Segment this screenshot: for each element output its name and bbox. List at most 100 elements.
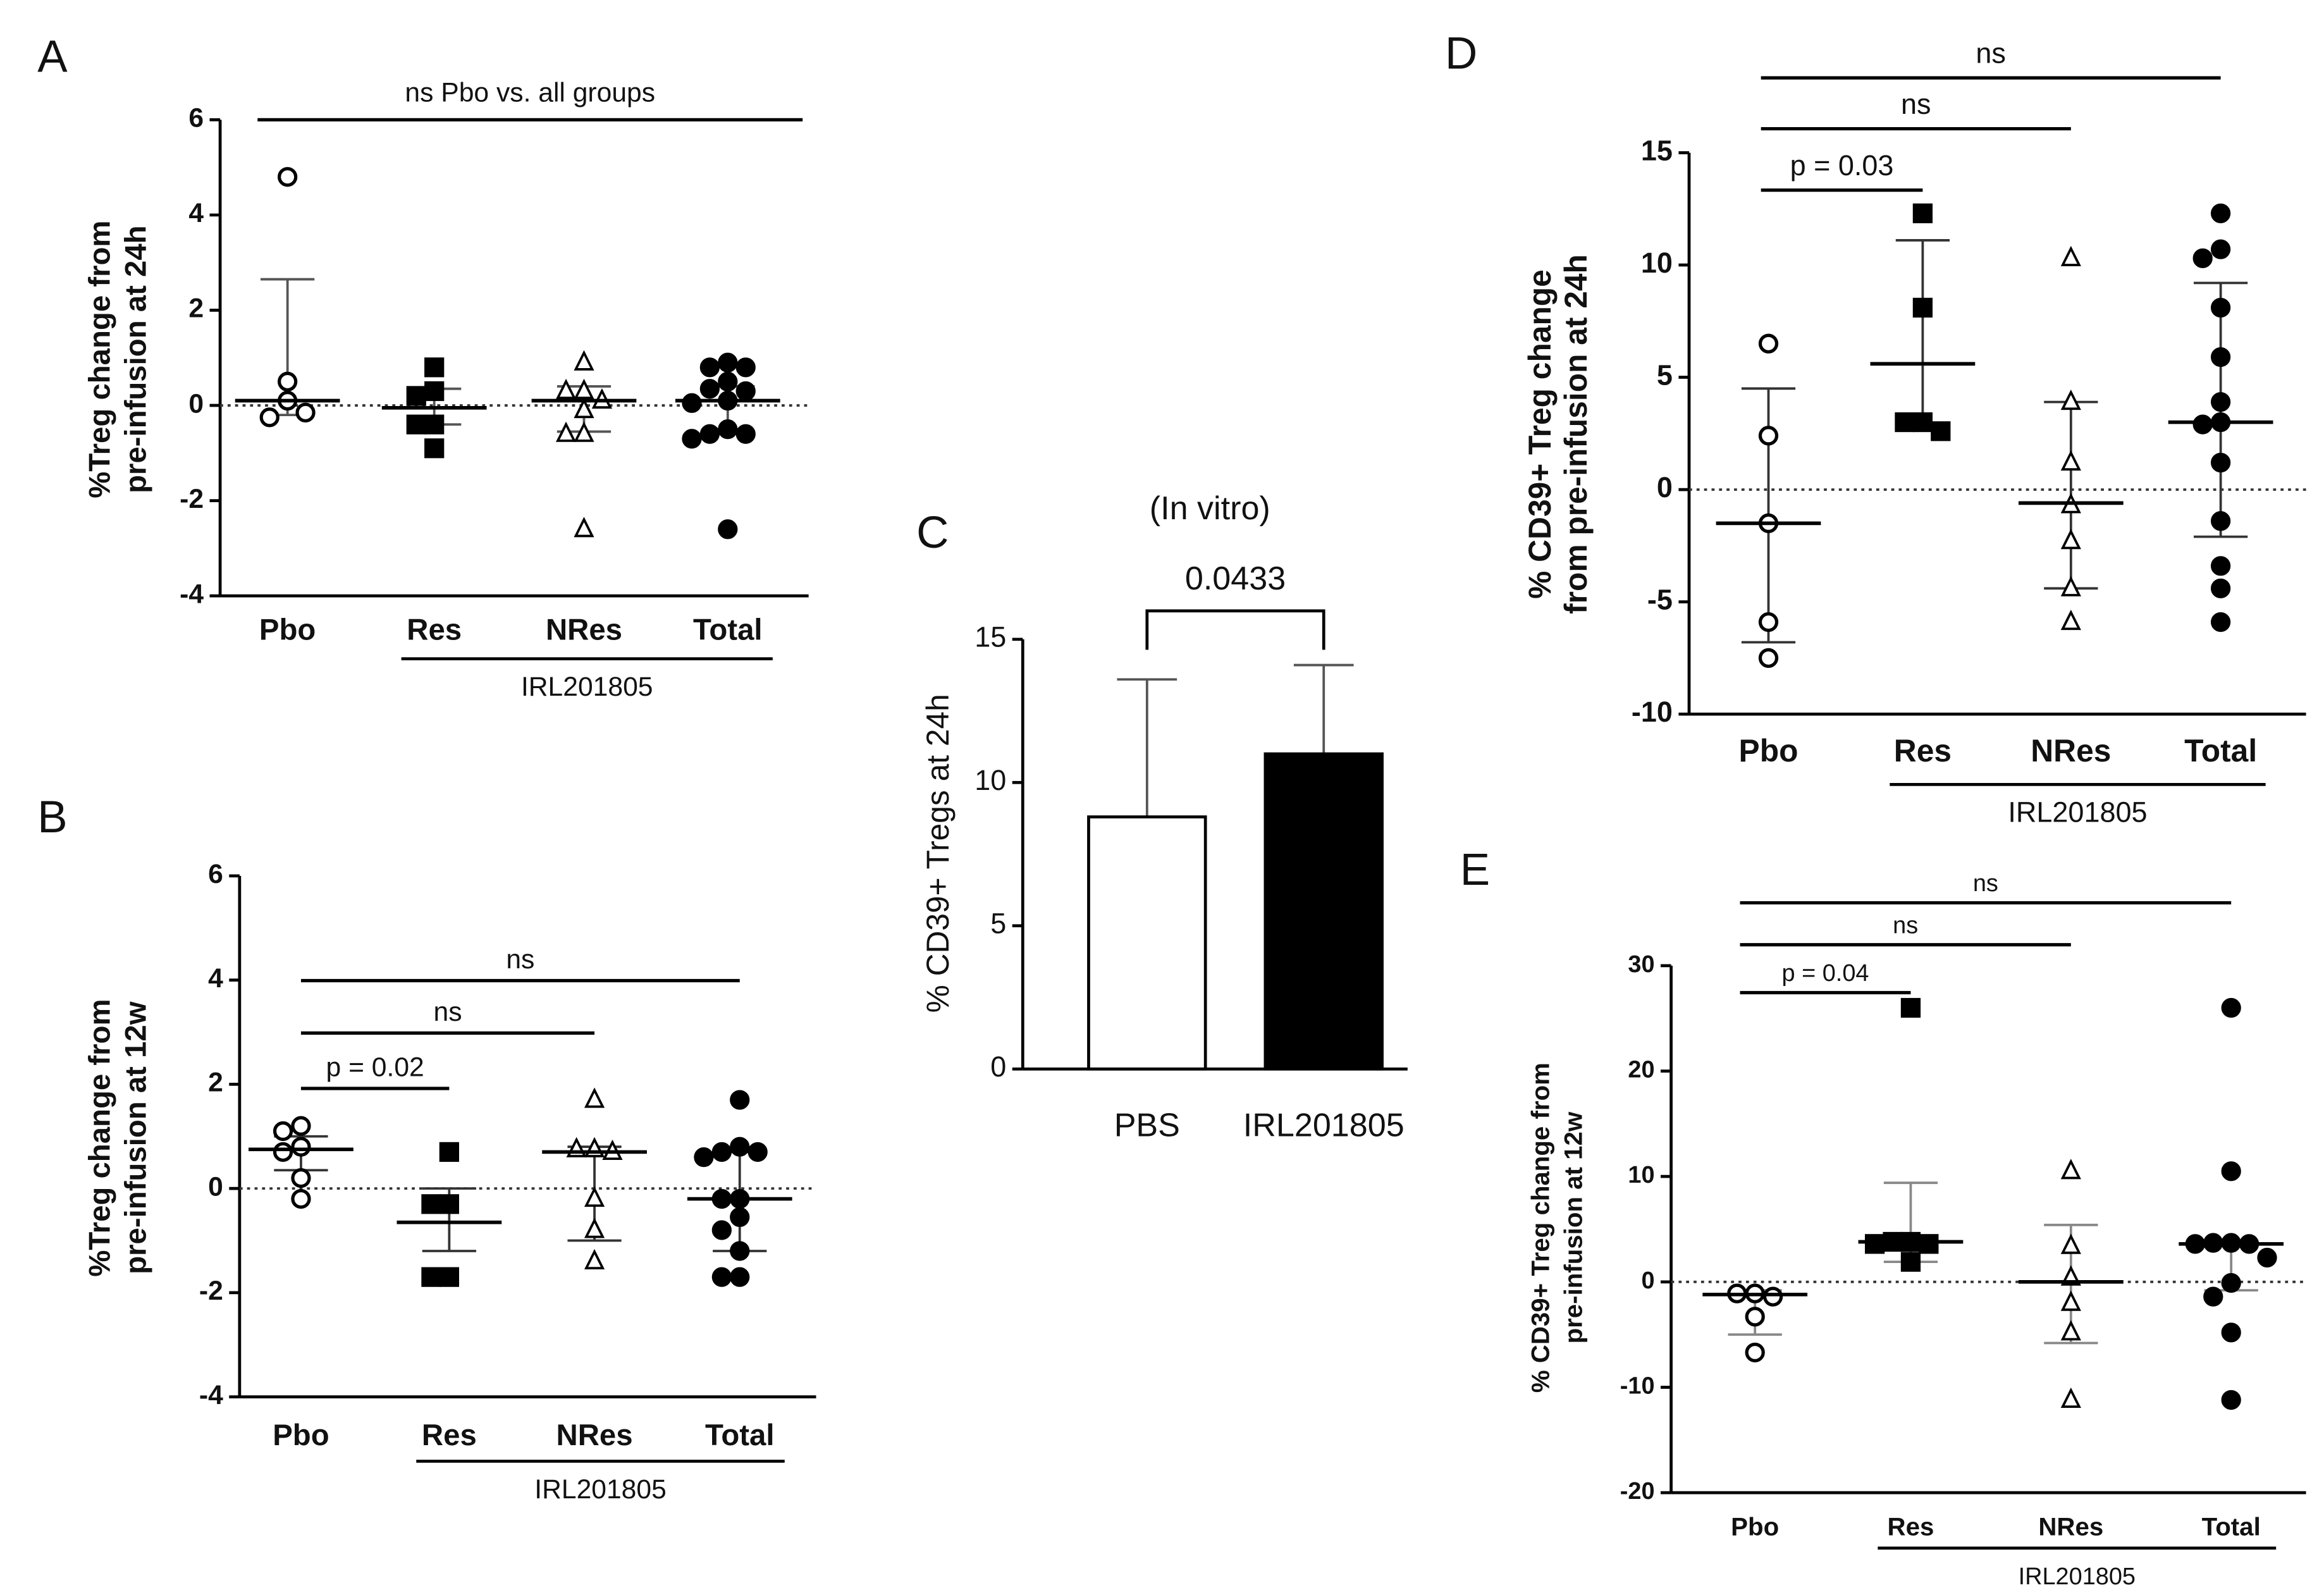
point [747, 1142, 768, 1162]
y-tick-label: 4 [188, 198, 204, 228]
x-tick-label: PBS [1114, 1107, 1180, 1143]
y-tick-label: 30 [1628, 951, 1654, 978]
y-axis-label: % CD39+ Tregs at 24h [920, 694, 956, 1013]
panel-letter: A [37, 32, 68, 82]
y-tick-label: 5 [990, 908, 1006, 940]
point [2210, 347, 2231, 367]
group-label: IRL201805 [534, 1474, 667, 1505]
point [2221, 1273, 2241, 1293]
point [439, 1267, 460, 1287]
point [273, 1121, 293, 1142]
y-tick-label: -10 [1620, 1372, 1655, 1399]
point [291, 1188, 311, 1209]
point [718, 371, 738, 392]
comparison-label: ns Pbo vs. all groups [405, 77, 655, 108]
point [2221, 997, 2241, 1018]
chart-panel: E -20 -10 0 10 20 30 % CD39+ Treg change from pr… [1460, 845, 2306, 1590]
y-tick-label: 0 [188, 388, 204, 419]
point [2060, 389, 2081, 410]
point [424, 381, 445, 402]
point [406, 386, 426, 406]
y-tick-label: 0 [1641, 1267, 1654, 1294]
chart-panel: D -10 -5 0 5 10 15 % CD39+ Treg change from pre-… [1445, 29, 2306, 829]
x-tick-label: Pbo [259, 613, 316, 646]
comparison-label: p = 0.03 [1790, 149, 1894, 182]
x-tick-label: Total [693, 613, 763, 646]
point [1895, 412, 1915, 433]
point [273, 1142, 293, 1162]
group-label: IRL201805 [2008, 796, 2147, 829]
comparison-label: ns [1901, 88, 1931, 120]
y-tick-label: 15 [1641, 134, 1673, 166]
y-tick-label: 10 [974, 764, 1006, 796]
panel-letter: D [1445, 29, 1477, 79]
x-tick-label: IRL201805 [1243, 1107, 1405, 1143]
panel-letter: B [37, 792, 67, 842]
comparison-label: ns [1893, 912, 1918, 939]
comparison-label: ns [1976, 37, 2006, 69]
x-tick-label: Pbo [1731, 1513, 1779, 1541]
y-axis-label: % CD39+ Treg change from [1527, 1063, 1555, 1393]
point [2060, 1159, 2081, 1180]
point [1931, 421, 1951, 441]
chart-panel: C 0 5 10 15 % CD39+ Tregs at 24h PBS IRL201805 (… [916, 490, 1408, 1143]
y-tick-label: 10 [1628, 1162, 1654, 1188]
point [730, 1207, 750, 1228]
point [682, 429, 702, 449]
point [730, 1241, 750, 1261]
y-tick-label: 0 [208, 1171, 223, 1202]
point [584, 1186, 605, 1207]
point [2210, 297, 2231, 318]
point [1912, 203, 1933, 223]
y-tick-label: 5 [1657, 359, 1673, 391]
point [1745, 1342, 1765, 1363]
point [1912, 412, 1933, 433]
point [291, 1116, 311, 1136]
point [2060, 1387, 2081, 1408]
point [2192, 248, 2213, 268]
point [699, 424, 720, 444]
y-tick-label: 2 [188, 293, 204, 324]
point [699, 357, 720, 378]
point [295, 402, 316, 422]
y-axis-label: % CD39+ Treg change [1522, 269, 1558, 599]
point [439, 1142, 460, 1162]
point [699, 379, 720, 399]
point [2210, 239, 2231, 259]
point [2210, 612, 2231, 632]
y-axis-label: %Treg change from [83, 999, 117, 1276]
point [291, 1137, 311, 1157]
x-tick-label: Total [2202, 1513, 2261, 1541]
y-tick-label: 2 [208, 1068, 223, 1098]
y-tick-label: -4 [199, 1380, 223, 1410]
x-tick-label: Res [1894, 733, 1952, 768]
y-tick-label: 15 [974, 621, 1006, 653]
point [2192, 414, 2213, 434]
point [730, 1267, 750, 1287]
point [439, 1194, 460, 1214]
point [2210, 578, 2231, 598]
y-tick-label: -5 [1647, 584, 1673, 616]
point [1758, 333, 1779, 354]
y-tick-label: -2 [199, 1276, 223, 1306]
point [735, 381, 756, 402]
point [574, 350, 594, 371]
y-axis-label: from pre-infusion at 24h [1558, 254, 1594, 614]
point [2060, 1233, 2081, 1254]
point [711, 1267, 732, 1287]
point [584, 1087, 605, 1108]
point [2060, 576, 2081, 596]
point [584, 1248, 605, 1269]
point [555, 378, 577, 400]
x-tick-label: NRes [2031, 733, 2111, 768]
point [1762, 1286, 1783, 1307]
y-tick-label: -4 [180, 579, 204, 609]
point [2060, 529, 2081, 550]
point [718, 419, 738, 440]
point [1919, 1234, 1939, 1254]
point [2221, 1161, 2241, 1181]
point [1758, 426, 1779, 446]
x-tick-label: Pbo [273, 1419, 329, 1452]
point [584, 1217, 605, 1238]
